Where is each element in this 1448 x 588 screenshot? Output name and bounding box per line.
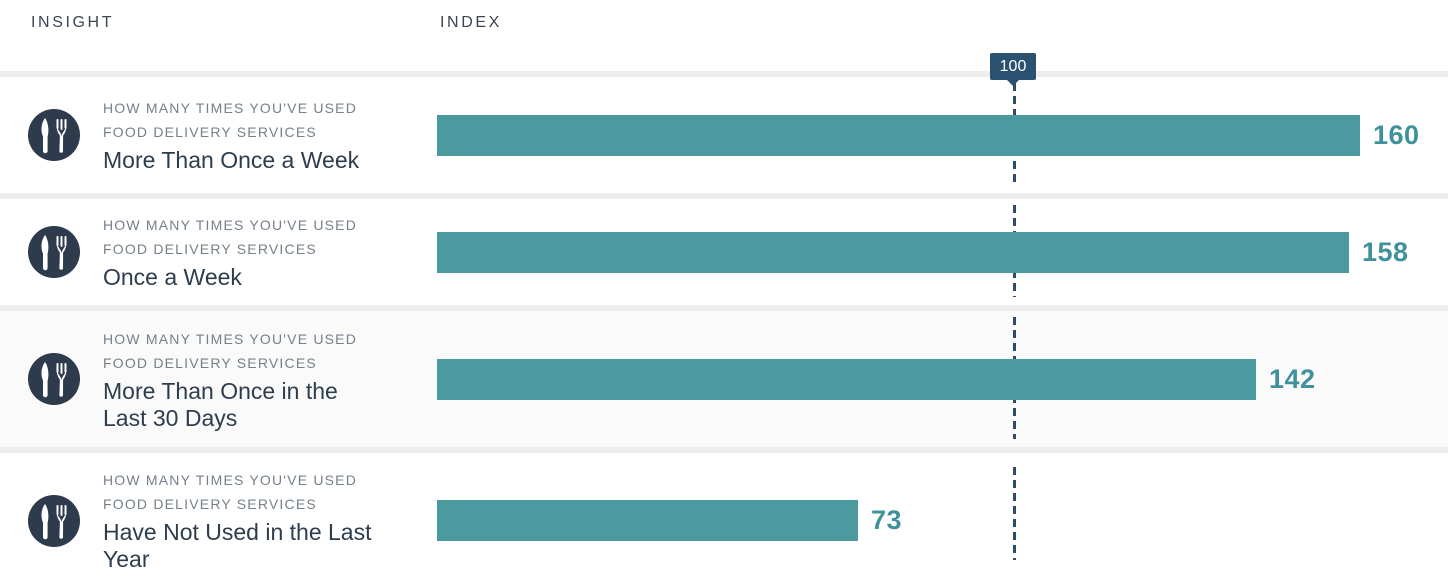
insight-cell: HOW MANY TIMES YOU'VE USED FOOD DELIVERY… (0, 96, 437, 174)
insight-cell: HOW MANY TIMES YOU'VE USED FOOD DELIVERY… (0, 468, 437, 573)
insight-text-block: HOW MANY TIMES YOU'VE USED FOOD DELIVERY… (103, 327, 421, 432)
index-bar (437, 231, 1349, 273)
insight-text-block: HOW MANY TIMES YOU'VE USED FOOD DELIVERY… (103, 96, 421, 174)
insight-question-label: HOW MANY TIMES YOU'VE USED FOOD DELIVERY… (103, 330, 358, 371)
row-separator (0, 305, 1448, 311)
insight-cell: HOW MANY TIMES YOU'VE USED FOOD DELIVERY… (0, 213, 437, 291)
insight-question-label: HOW MANY TIMES YOU'VE USED FOOD DELIVERY… (103, 100, 358, 140)
insight-answer-label: Once a Week (103, 264, 242, 290)
index-value: 160 (1373, 119, 1420, 150)
insight-answer-label: Have Not Used in the Last Year (103, 519, 372, 572)
table-row: HOW MANY TIMES YOU'VE USED FOOD DELIVERY… (0, 77, 1448, 193)
index-bar (437, 358, 1256, 400)
insight-text-block: HOW MANY TIMES YOU'VE USED FOOD DELIVERY… (103, 213, 421, 291)
index-value: 142 (1269, 363, 1316, 394)
row-separator (0, 71, 1448, 77)
insight-question-label: HOW MANY TIMES YOU'VE USED FOOD DELIVERY… (103, 472, 358, 512)
table-row: HOW MANY TIMES YOU'VE USED FOOD DELIVERY… (0, 453, 1448, 588)
index-bar (437, 114, 1360, 156)
index-value: 158 (1362, 236, 1409, 267)
insight-question-label: HOW MANY TIMES YOU'VE USED FOOD DELIVERY… (103, 217, 358, 257)
column-header-insight: INSIGHT (31, 14, 115, 31)
index-100-reference-line (1013, 467, 1016, 560)
insight-answer-label: More Than Once a Week (103, 147, 360, 173)
index-chart-cell: 160 (437, 77, 1448, 193)
index-chart-cell: 73 (437, 453, 1448, 588)
index-chart-cell: 158 (437, 199, 1448, 305)
index-100-marker: 100 (990, 53, 1036, 80)
insight-cell: HOW MANY TIMES YOU'VE USED FOOD DELIVERY… (0, 327, 437, 432)
index-100-marker-arrow (1007, 80, 1019, 86)
index-chart-cell: 142 (437, 311, 1448, 447)
column-header-index: INDEX (440, 14, 502, 31)
table-row: HOW MANY TIMES YOU'VE USED FOOD DELIVERY… (0, 311, 1448, 447)
row-separator (0, 447, 1448, 453)
fork-knife-icon (28, 109, 80, 161)
table-row: HOW MANY TIMES YOU'VE USED FOOD DELIVERY… (0, 199, 1448, 305)
row-separator (0, 193, 1448, 199)
index-value: 73 (871, 505, 903, 535)
insight-text-block: HOW MANY TIMES YOU'VE USED FOOD DELIVERY… (103, 468, 421, 573)
fork-knife-icon (28, 494, 80, 547)
insight-answer-label: More Than Once in the Last 30 Days (103, 377, 338, 431)
index-bar (437, 500, 858, 541)
fork-knife-icon (28, 226, 80, 278)
fork-knife-icon (28, 353, 80, 405)
